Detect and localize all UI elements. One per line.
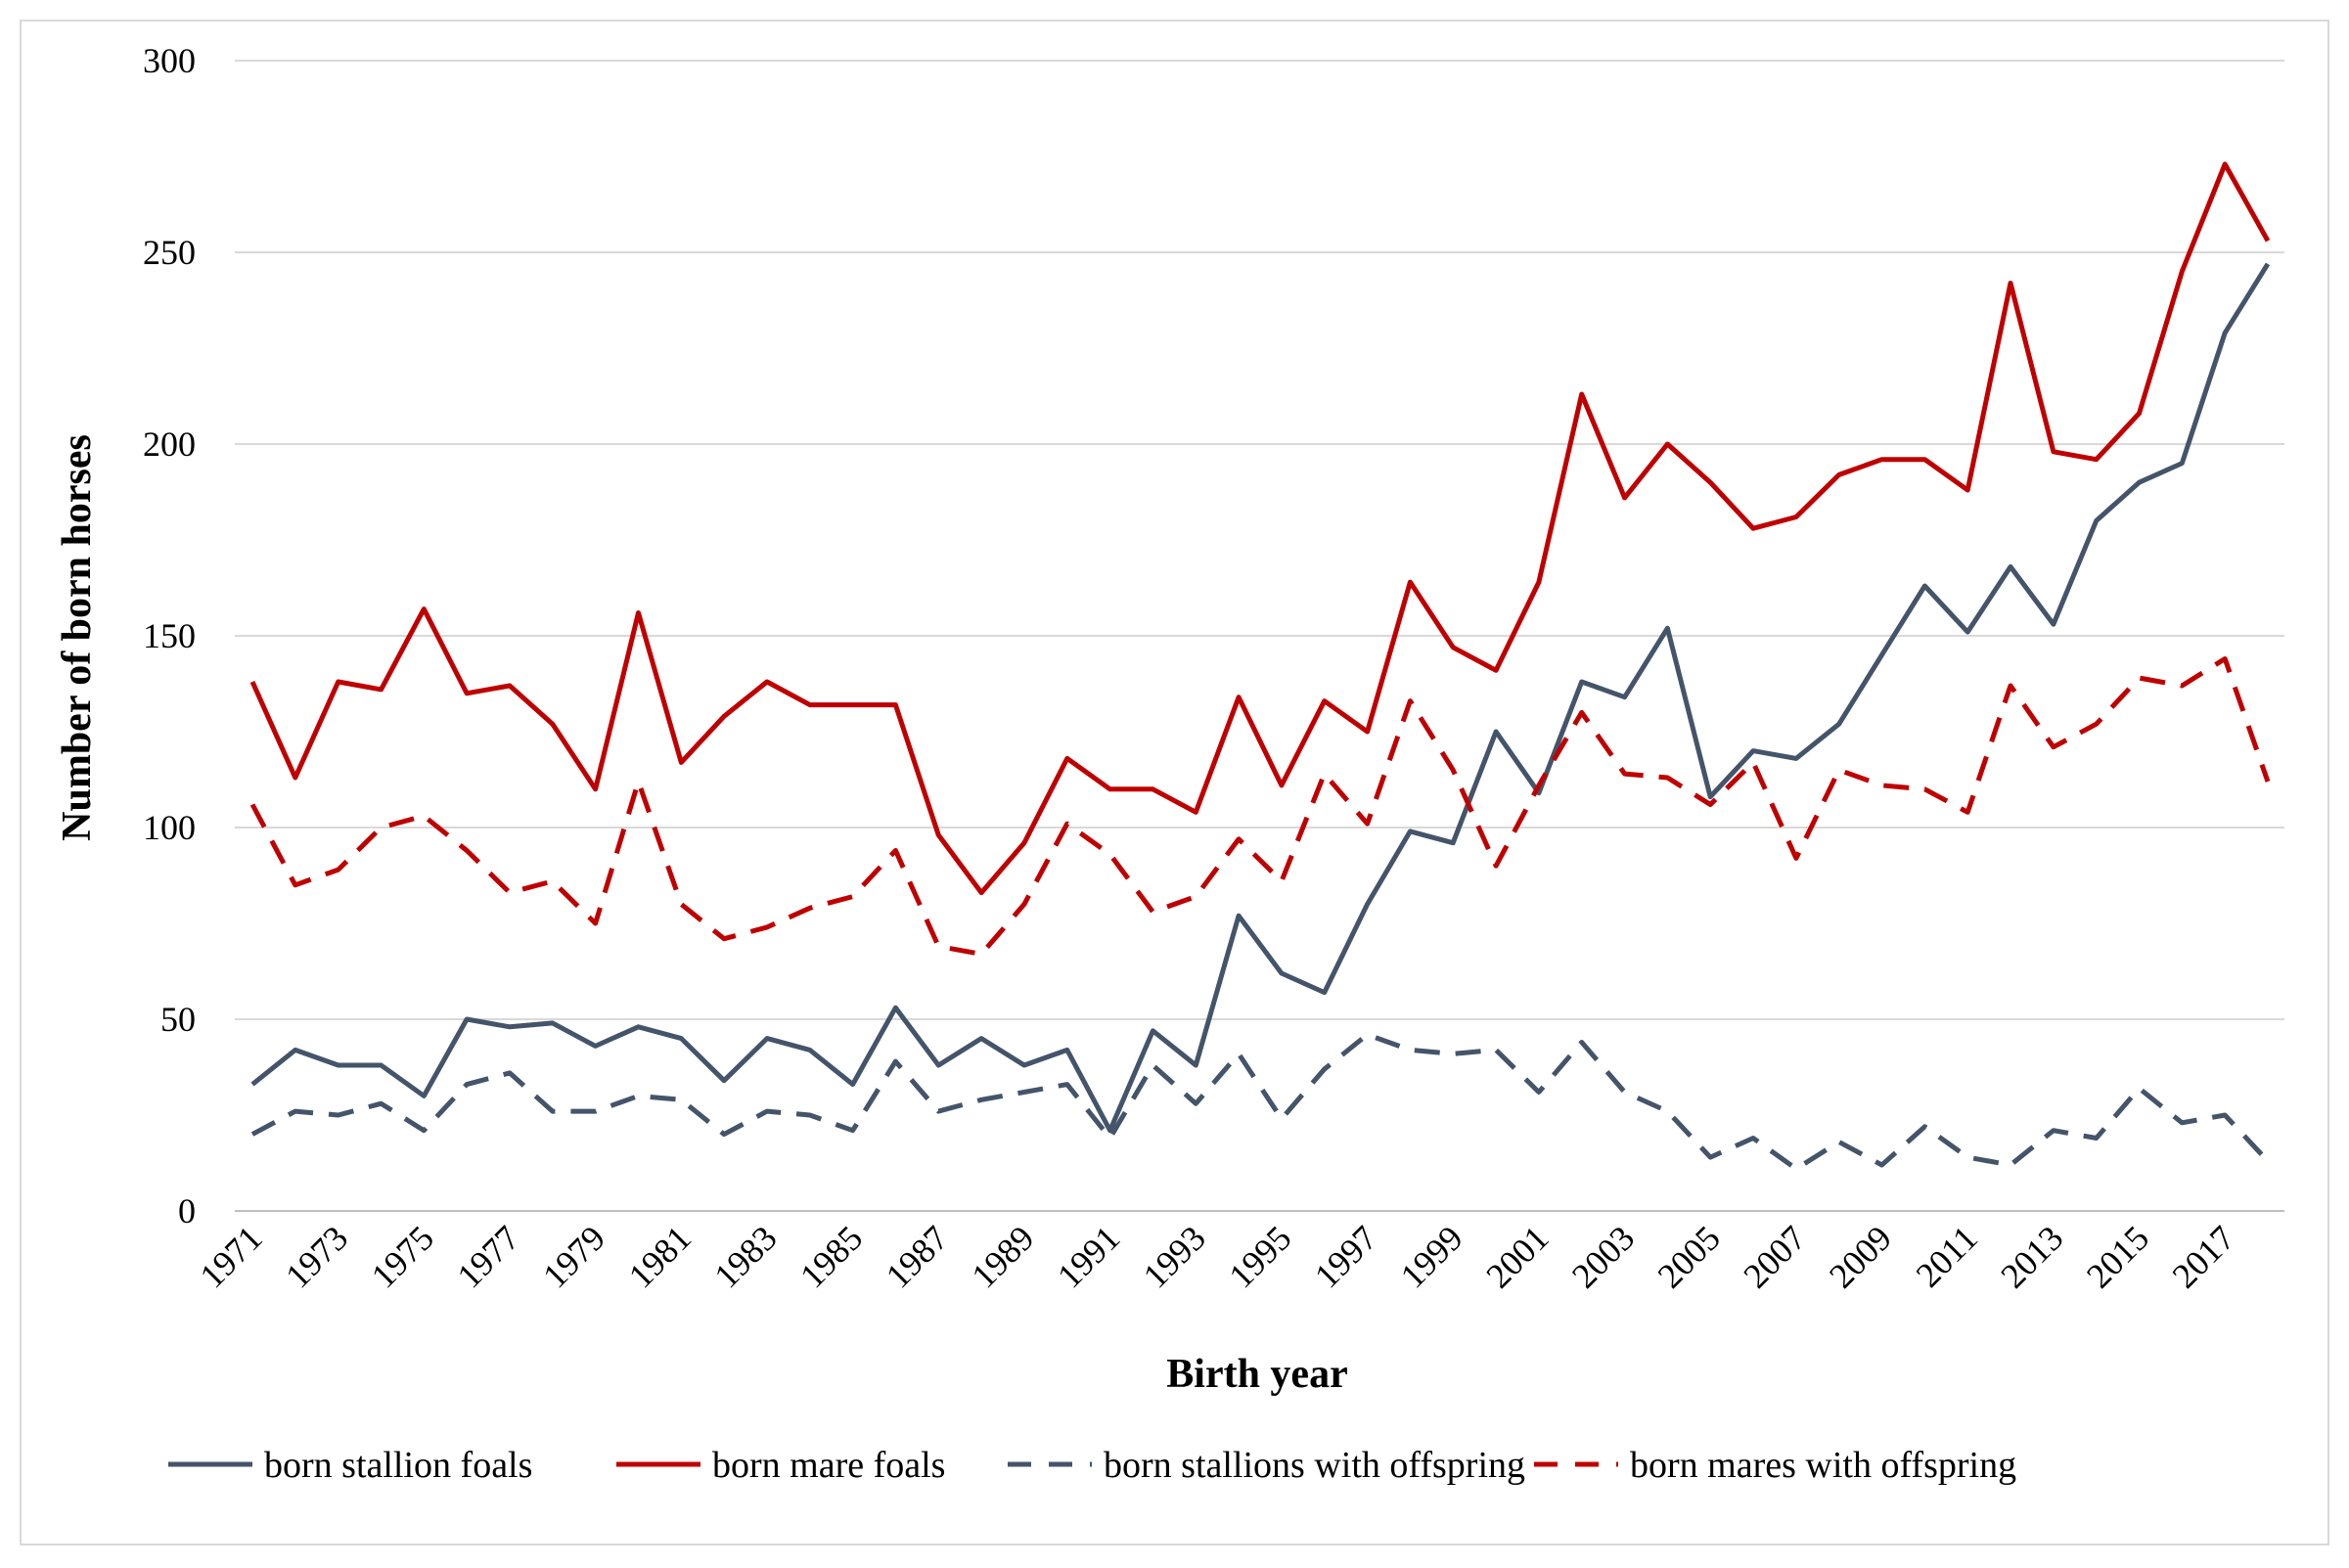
legend: born stallion foals born mare foals born s… [168, 1445, 2016, 1486]
legend-label: born mare foals [712, 1445, 945, 1486]
y-tick-label: 50 [160, 1000, 196, 1039]
chart-frame [20, 20, 2329, 1546]
y-axis-title: Number of born horses [55, 434, 100, 841]
legend-label: born mares with offspring [1630, 1445, 2016, 1486]
series-line-born-stallions-with-offspring [250, 1032, 2270, 1172]
y-axis-ticks: 0 50 100 150 200 250 300 [143, 41, 196, 1231]
gridlines [235, 60, 2284, 1020]
x-axis-title: Birth year [1166, 1352, 1347, 1397]
y-tick-label: 300 [143, 41, 196, 80]
y-tick-label: 150 [143, 616, 196, 655]
y-tick-label: 200 [143, 425, 196, 464]
y-tick-label: 250 [143, 233, 196, 272]
legend-label: born stallion foals [264, 1445, 532, 1486]
series-line-born-mare-foals [249, 161, 2271, 896]
series-line-born-stallion-foals [250, 262, 2271, 1134]
series-group [249, 161, 2271, 1172]
y-tick-label: 100 [143, 808, 196, 847]
series-line-born-mares-with-offspring [249, 656, 2271, 957]
legend-label: born stallions with offspring [1104, 1445, 1525, 1486]
y-tick-label: 0 [178, 1191, 196, 1231]
